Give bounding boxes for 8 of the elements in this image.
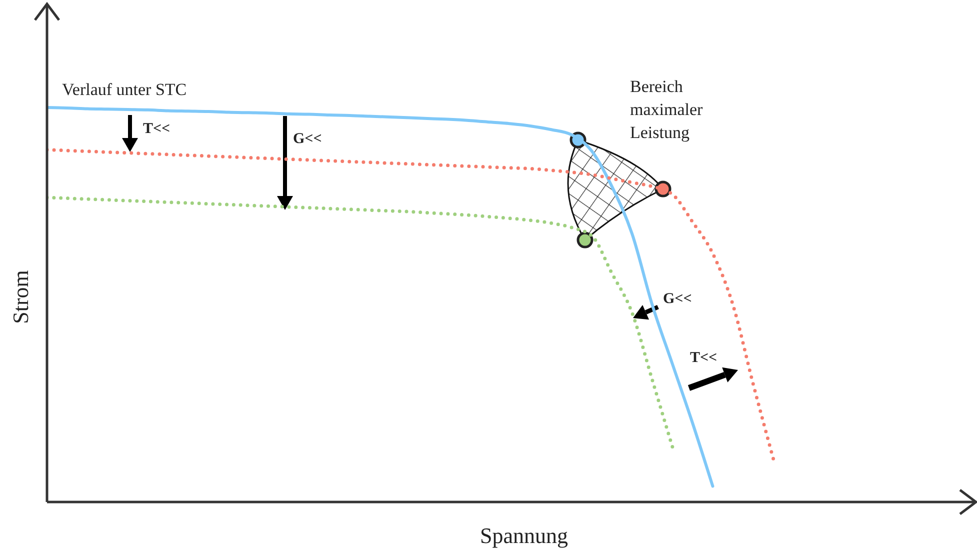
annotation: G<< — [663, 291, 692, 307]
x-axis-title: Spannung — [480, 523, 568, 548]
text: Verlauf unter STC — [62, 80, 187, 99]
y-axis-title: Strom — [8, 270, 33, 324]
annotation: T<< — [143, 121, 170, 137]
annotation: T<< — [690, 350, 718, 366]
annotation: G<< — [293, 131, 322, 147]
annotation: Bereich maximaler Leistung — [630, 77, 704, 142]
